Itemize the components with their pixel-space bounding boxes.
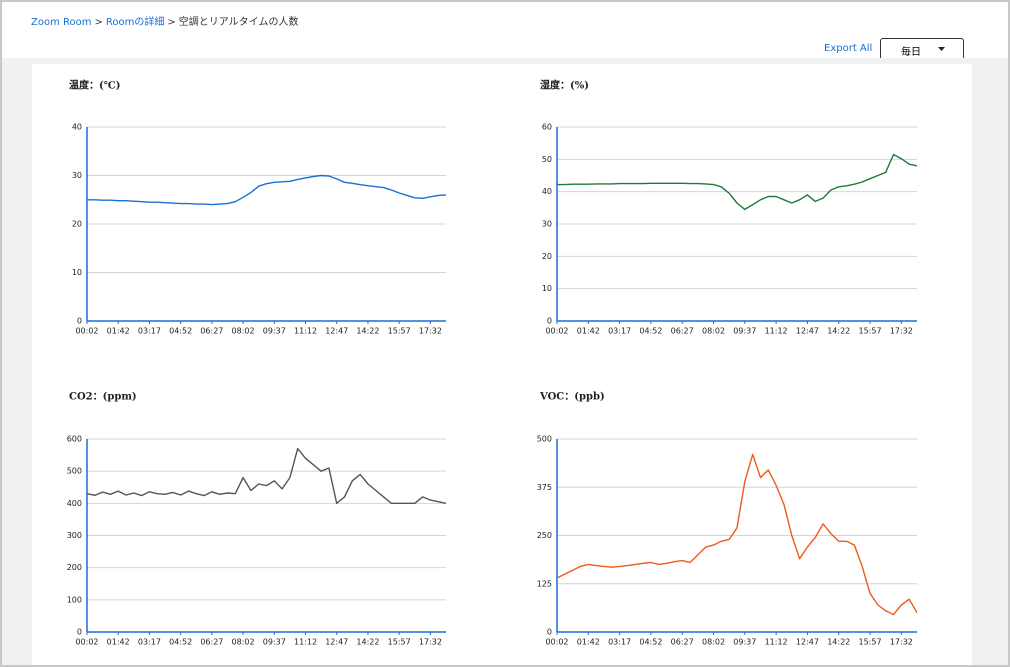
y-tick-label: 375 <box>537 483 552 492</box>
chart-title: CO2：(ppm) <box>69 392 137 403</box>
x-tick-label: 17:32 <box>419 327 442 336</box>
x-tick-label: 01:42 <box>577 638 600 647</box>
x-tick-label: 03:17 <box>608 638 631 647</box>
x-tick-label: 01:42 <box>107 638 130 647</box>
y-tick-label: 125 <box>537 579 552 588</box>
y-tick-label: 500 <box>537 435 552 444</box>
x-tick-label: 04:52 <box>169 327 192 336</box>
charts: 温度：(℃) 0 10 20 30 40 00:02 01:42 03:17 04:52 06:27… <box>32 64 972 665</box>
x-tick-label: 06:27 <box>200 327 223 336</box>
x-tick-label: 11:12 <box>765 327 788 336</box>
x-tick-label: 11:12 <box>765 638 788 647</box>
x-tick-label: 08:02 <box>232 327 255 336</box>
x-tick-label: 15:57 <box>388 638 411 647</box>
x-tick-label: 17:32 <box>890 327 913 336</box>
y-tick-label: 40 <box>72 123 82 132</box>
x-tick-label: 03:17 <box>138 327 161 336</box>
x-tick-label: 14:22 <box>356 327 379 336</box>
x-tick-label: 12:47 <box>796 327 819 336</box>
x-tick-label: 04:52 <box>639 638 662 647</box>
y-tick-label: 20 <box>72 220 82 229</box>
x-tick-label: 01:42 <box>577 327 600 336</box>
x-tick-label: 03:17 <box>138 638 161 647</box>
breadcrumb: Zoom Room > Roomの詳細 > 空調とリアルタイムの人数 <box>31 13 298 28</box>
y-tick-label: 300 <box>67 531 82 540</box>
x-tick-label: 00:02 <box>75 327 98 336</box>
y-tick-label: 30 <box>72 171 82 180</box>
dropdown-value: 毎日 <box>901 47 921 58</box>
x-tick-label: 17:32 <box>890 638 913 647</box>
breadcrumb-separator: > <box>94 17 103 28</box>
data-line <box>86 447 447 504</box>
x-tick-label: 15:57 <box>388 327 411 336</box>
y-tick-label: 0 <box>77 317 82 326</box>
export-link[interactable]: Export All <box>824 43 873 54</box>
y-tick-label: 30 <box>542 220 552 229</box>
x-tick-label: 00:02 <box>545 327 568 336</box>
data-line <box>557 153 918 211</box>
x-tick-label: 09:37 <box>263 638 286 647</box>
x-tick-label: 06:27 <box>671 327 694 336</box>
x-tick-label: 01:42 <box>107 327 130 336</box>
y-tick-label: 0 <box>547 628 552 637</box>
x-tick-label: 00:02 <box>75 638 98 647</box>
x-tick-label: 14:22 <box>356 638 379 647</box>
chart-title: 湿度：(%) <box>540 79 589 92</box>
x-tick-label: 03:17 <box>608 327 631 336</box>
x-tick-label: 04:52 <box>639 327 662 336</box>
breadcrumb-link[interactable]: Zoom Room <box>31 17 92 28</box>
x-tick-label: 06:27 <box>200 638 223 647</box>
y-tick-label: 600 <box>67 435 82 444</box>
x-tick-label: 14:22 <box>827 327 850 336</box>
x-tick-label: 12:47 <box>796 638 819 647</box>
x-tick-label: 09:37 <box>733 638 756 647</box>
y-tick-label: 400 <box>67 499 82 508</box>
x-tick-label: 06:27 <box>671 638 694 647</box>
y-tick-label: 0 <box>547 317 552 326</box>
breadcrumb-current: 空調とリアルタイムの人数 <box>178 17 299 28</box>
y-tick-label: 250 <box>537 531 552 540</box>
y-tick-label: 200 <box>67 563 82 572</box>
data-line <box>87 174 447 206</box>
breadcrumb-link[interactable]: Roomの詳細 <box>105 17 165 28</box>
panel: 温度：(℃) 0 10 20 30 40 00:02 01:42 03:17 04:52 06:27… <box>2 58 1008 665</box>
panel-card <box>32 64 972 665</box>
x-tick-label: 11:12 <box>294 327 317 336</box>
x-tick-label: 09:37 <box>263 327 286 336</box>
x-tick-label: 04:52 <box>169 638 192 647</box>
x-tick-label: 00:02 <box>545 638 568 647</box>
x-tick-label: 08:02 <box>702 327 725 336</box>
chart-title: VOC：(ppb) <box>539 392 605 403</box>
y-tick-label: 40 <box>542 187 552 196</box>
y-tick-label: 20 <box>542 252 552 261</box>
period-dropdown[interactable]: 毎日 <box>880 38 964 60</box>
breadcrumb-separator: > <box>167 17 176 28</box>
y-tick-label: 50 <box>542 155 552 164</box>
x-tick-label: 14:22 <box>827 638 850 647</box>
y-tick-label: 10 <box>542 284 552 293</box>
caret <box>938 47 945 51</box>
chart-title: 温度：(℃) <box>69 79 120 92</box>
x-tick-label: 17:32 <box>419 638 442 647</box>
x-tick-label: 11:12 <box>294 638 317 647</box>
y-tick-label: 500 <box>67 467 82 476</box>
x-tick-label: 09:37 <box>733 327 756 336</box>
data-line <box>556 453 918 616</box>
x-tick-label: 15:57 <box>859 638 882 647</box>
x-tick-label: 12:47 <box>325 327 348 336</box>
x-tick-label: 08:02 <box>232 638 255 647</box>
y-tick-label: 0 <box>77 628 82 637</box>
x-tick-label: 08:02 <box>702 638 725 647</box>
y-tick-label: 100 <box>67 595 82 604</box>
y-tick-label: 10 <box>72 268 82 277</box>
y-tick-label: 60 <box>542 123 552 132</box>
x-tick-label: 15:57 <box>859 327 882 336</box>
x-tick-label: 12:47 <box>325 638 348 647</box>
